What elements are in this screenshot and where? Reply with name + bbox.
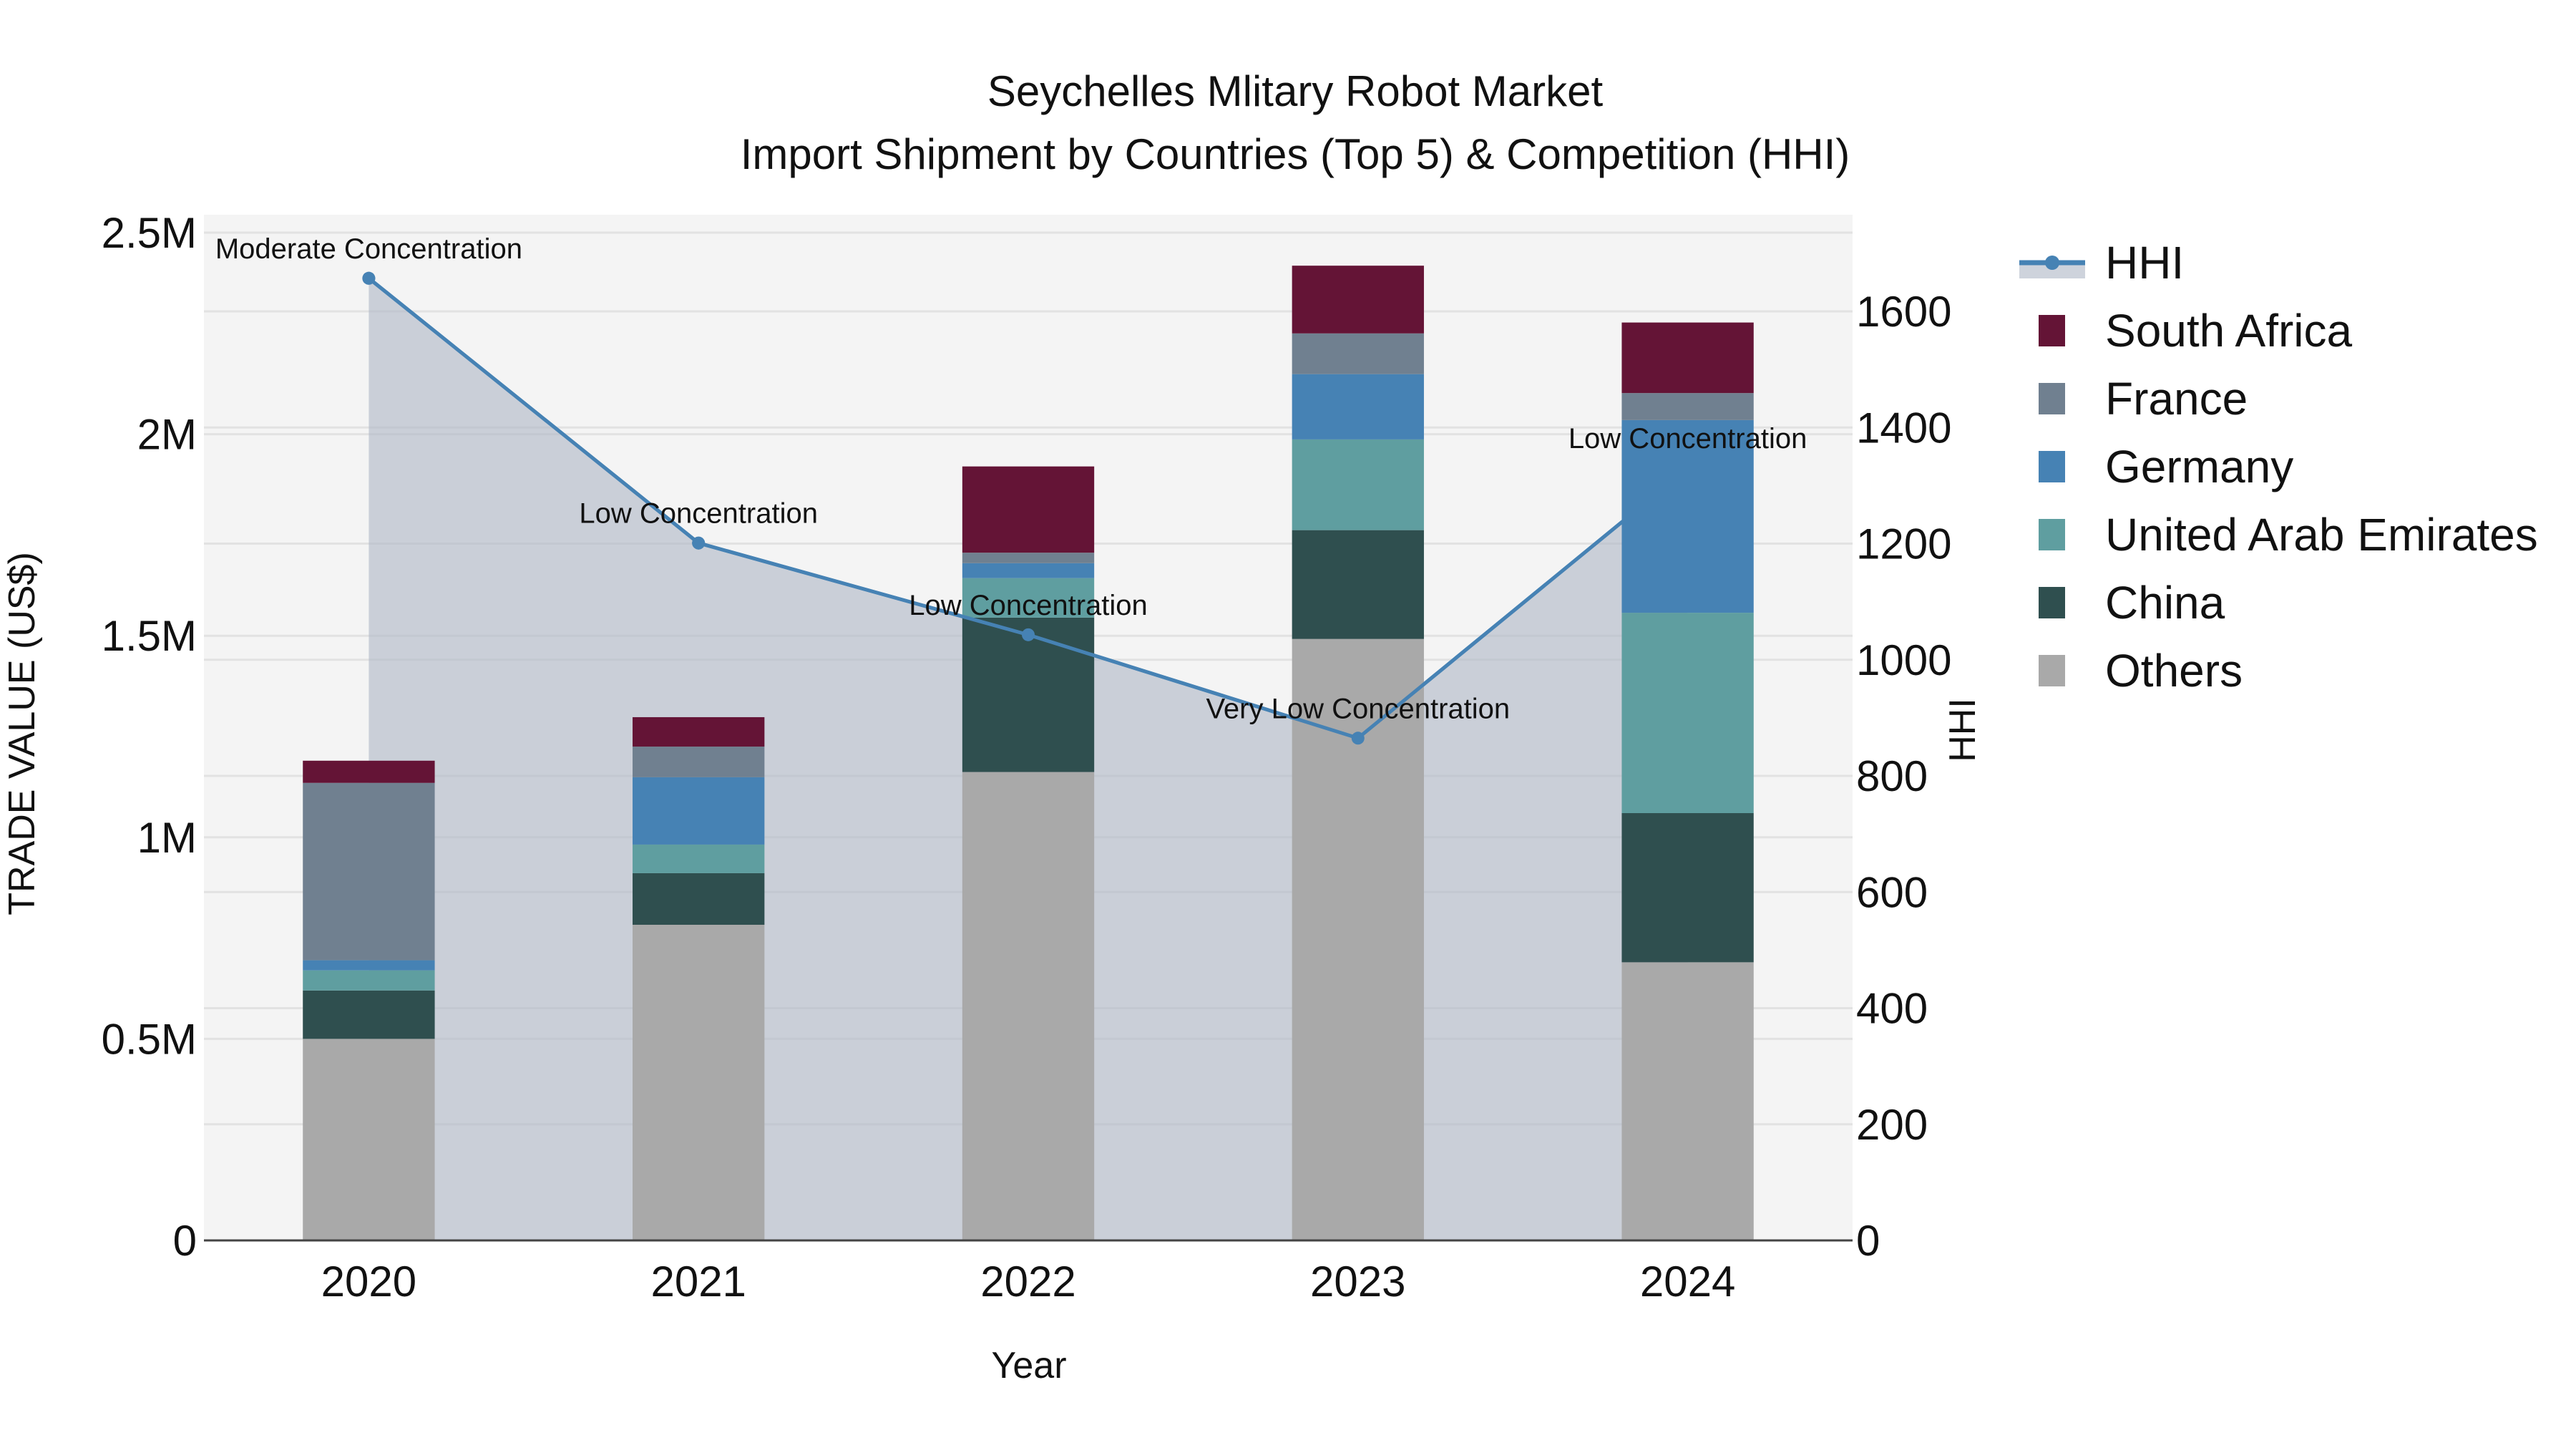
left-tick-label: 0 <box>173 1217 197 1265</box>
bar-segment <box>962 772 1095 1240</box>
bar-segment <box>1292 374 1424 439</box>
right-tick-label: 200 <box>1856 1101 1928 1149</box>
bar-segment <box>1621 322 1754 394</box>
x-tick-label: 2022 <box>980 1258 1075 1306</box>
x-tick-label: 2021 <box>650 1258 746 1306</box>
bar-segment <box>1621 419 1754 613</box>
legend-swatch-icon <box>2039 451 2065 482</box>
bar-segment <box>1292 638 1424 1240</box>
bar-segment <box>1621 962 1754 1240</box>
bar-segment <box>633 925 765 1240</box>
x-tick-label: 2023 <box>1310 1258 1405 1306</box>
hhi-line-overlay <box>362 271 1624 745</box>
legend-marker-icon <box>2045 256 2059 270</box>
legend-label: United Arab Emirates <box>2105 509 2538 560</box>
hhi-annotation: Low Concentration <box>579 498 818 530</box>
bar-segment <box>1292 439 1424 530</box>
right-tick-label: 800 <box>1856 752 1928 800</box>
legend-item[interactable]: HHI <box>2019 237 2184 288</box>
legend-item[interactable]: United Arab Emirates <box>2039 509 2538 560</box>
left-tick-label: 2.5M <box>102 209 197 257</box>
hhi-annotation: Low Concentration <box>909 590 1148 621</box>
legend-swatch-icon <box>2039 587 2065 618</box>
chart-title-line1: Seychelles Mlitary Robot Market <box>987 67 1604 115</box>
bar-segment <box>303 760 435 783</box>
hhi-annotation: Very Low Concentration <box>1206 693 1510 724</box>
hhi-marker <box>362 271 376 285</box>
hhi-segment-front <box>1357 520 1624 740</box>
right-tick-label: 0 <box>1856 1217 1880 1265</box>
right-axis-ticks: 0 200 400 600 800 1000 1200 1400 1600 <box>1856 288 1951 1265</box>
legend-swatch-icon <box>2039 315 2065 346</box>
bar-segment <box>633 777 765 845</box>
bar-segment <box>633 873 765 925</box>
stacked-bars <box>303 266 1754 1240</box>
x-tick-label: 2020 <box>321 1258 416 1306</box>
x-tick-label: 2024 <box>1640 1258 1735 1306</box>
bar-segment <box>962 553 1095 563</box>
hhi-marker <box>692 536 706 550</box>
hhi-annotations: Moderate Concentration Low Concentration L… <box>215 233 1807 725</box>
right-axis-title: HHI <box>1942 698 1984 762</box>
legend-item[interactable]: France <box>2039 373 2248 424</box>
bar-segment <box>633 844 765 873</box>
legend-swatch-icon <box>2039 519 2065 550</box>
legend-swatch-icon <box>2039 655 2065 686</box>
right-tick-label: 1200 <box>1856 520 1951 568</box>
right-tick-label: 1000 <box>1856 636 1951 684</box>
legend-label: Germany <box>2105 441 2293 492</box>
bar-segment <box>1292 266 1424 334</box>
bar-segment <box>962 578 1095 618</box>
bar-segment <box>303 1039 435 1240</box>
legend-label: Others <box>2105 645 2243 696</box>
chart-title-line2: Import Shipment by Countries (Top 5) & C… <box>741 130 1850 178</box>
bar-segment <box>303 990 435 1039</box>
bar-segment <box>1292 333 1424 374</box>
left-axis-title: TRADE VALUE (US$) <box>1 552 43 915</box>
legend-item[interactable]: China <box>2039 577 2225 628</box>
legend: HHI South Africa France Germany United Arab … <box>2019 237 2538 696</box>
legend-item[interactable]: South Africa <box>2039 305 2353 356</box>
legend-item[interactable]: Others <box>2039 645 2243 696</box>
legend-swatch-icon <box>2039 383 2065 414</box>
bar-segment <box>303 970 435 991</box>
right-tick-label: 1400 <box>1856 404 1951 452</box>
hhi-marker <box>1022 628 1035 641</box>
right-tick-label: 1600 <box>1856 288 1951 336</box>
hhi-marker <box>1351 732 1365 745</box>
bar-segment <box>303 960 435 971</box>
right-tick-label: 400 <box>1856 985 1928 1033</box>
hhi-annotation: Moderate Concentration <box>215 233 522 265</box>
bar-segment <box>962 563 1095 578</box>
left-axis-ticks: 0 0.5M 1M 1.5M 2M 2.5M <box>102 209 197 1265</box>
legend-label: China <box>2105 577 2225 628</box>
bar-segment <box>633 716 765 747</box>
legend-item[interactable]: Germany <box>2039 441 2293 492</box>
hhi-annotation: Low Concentration <box>1568 423 1807 455</box>
left-tick-label: 0.5M <box>102 1015 197 1063</box>
left-tick-label: 1M <box>137 814 197 862</box>
bar-segment <box>1621 613 1754 814</box>
bar-segment <box>962 466 1095 553</box>
bar-segment <box>1621 393 1754 420</box>
legend-label: France <box>2105 373 2248 424</box>
legend-label: HHI <box>2105 237 2184 288</box>
bar-segment <box>633 747 765 777</box>
x-axis-ticks: 2020 2021 2022 2023 2024 <box>321 1258 1736 1306</box>
bar-segment <box>1292 530 1424 639</box>
bar-segment <box>303 782 435 961</box>
right-tick-label: 600 <box>1856 868 1928 916</box>
legend-label: South Africa <box>2105 305 2353 356</box>
left-tick-label: 1.5M <box>102 612 197 660</box>
left-tick-label: 2M <box>137 411 197 459</box>
bar-segment <box>962 617 1095 772</box>
bar-segment <box>1621 813 1754 963</box>
x-axis-title: Year <box>991 1345 1066 1386</box>
hhi-polyline-front <box>367 276 1359 740</box>
